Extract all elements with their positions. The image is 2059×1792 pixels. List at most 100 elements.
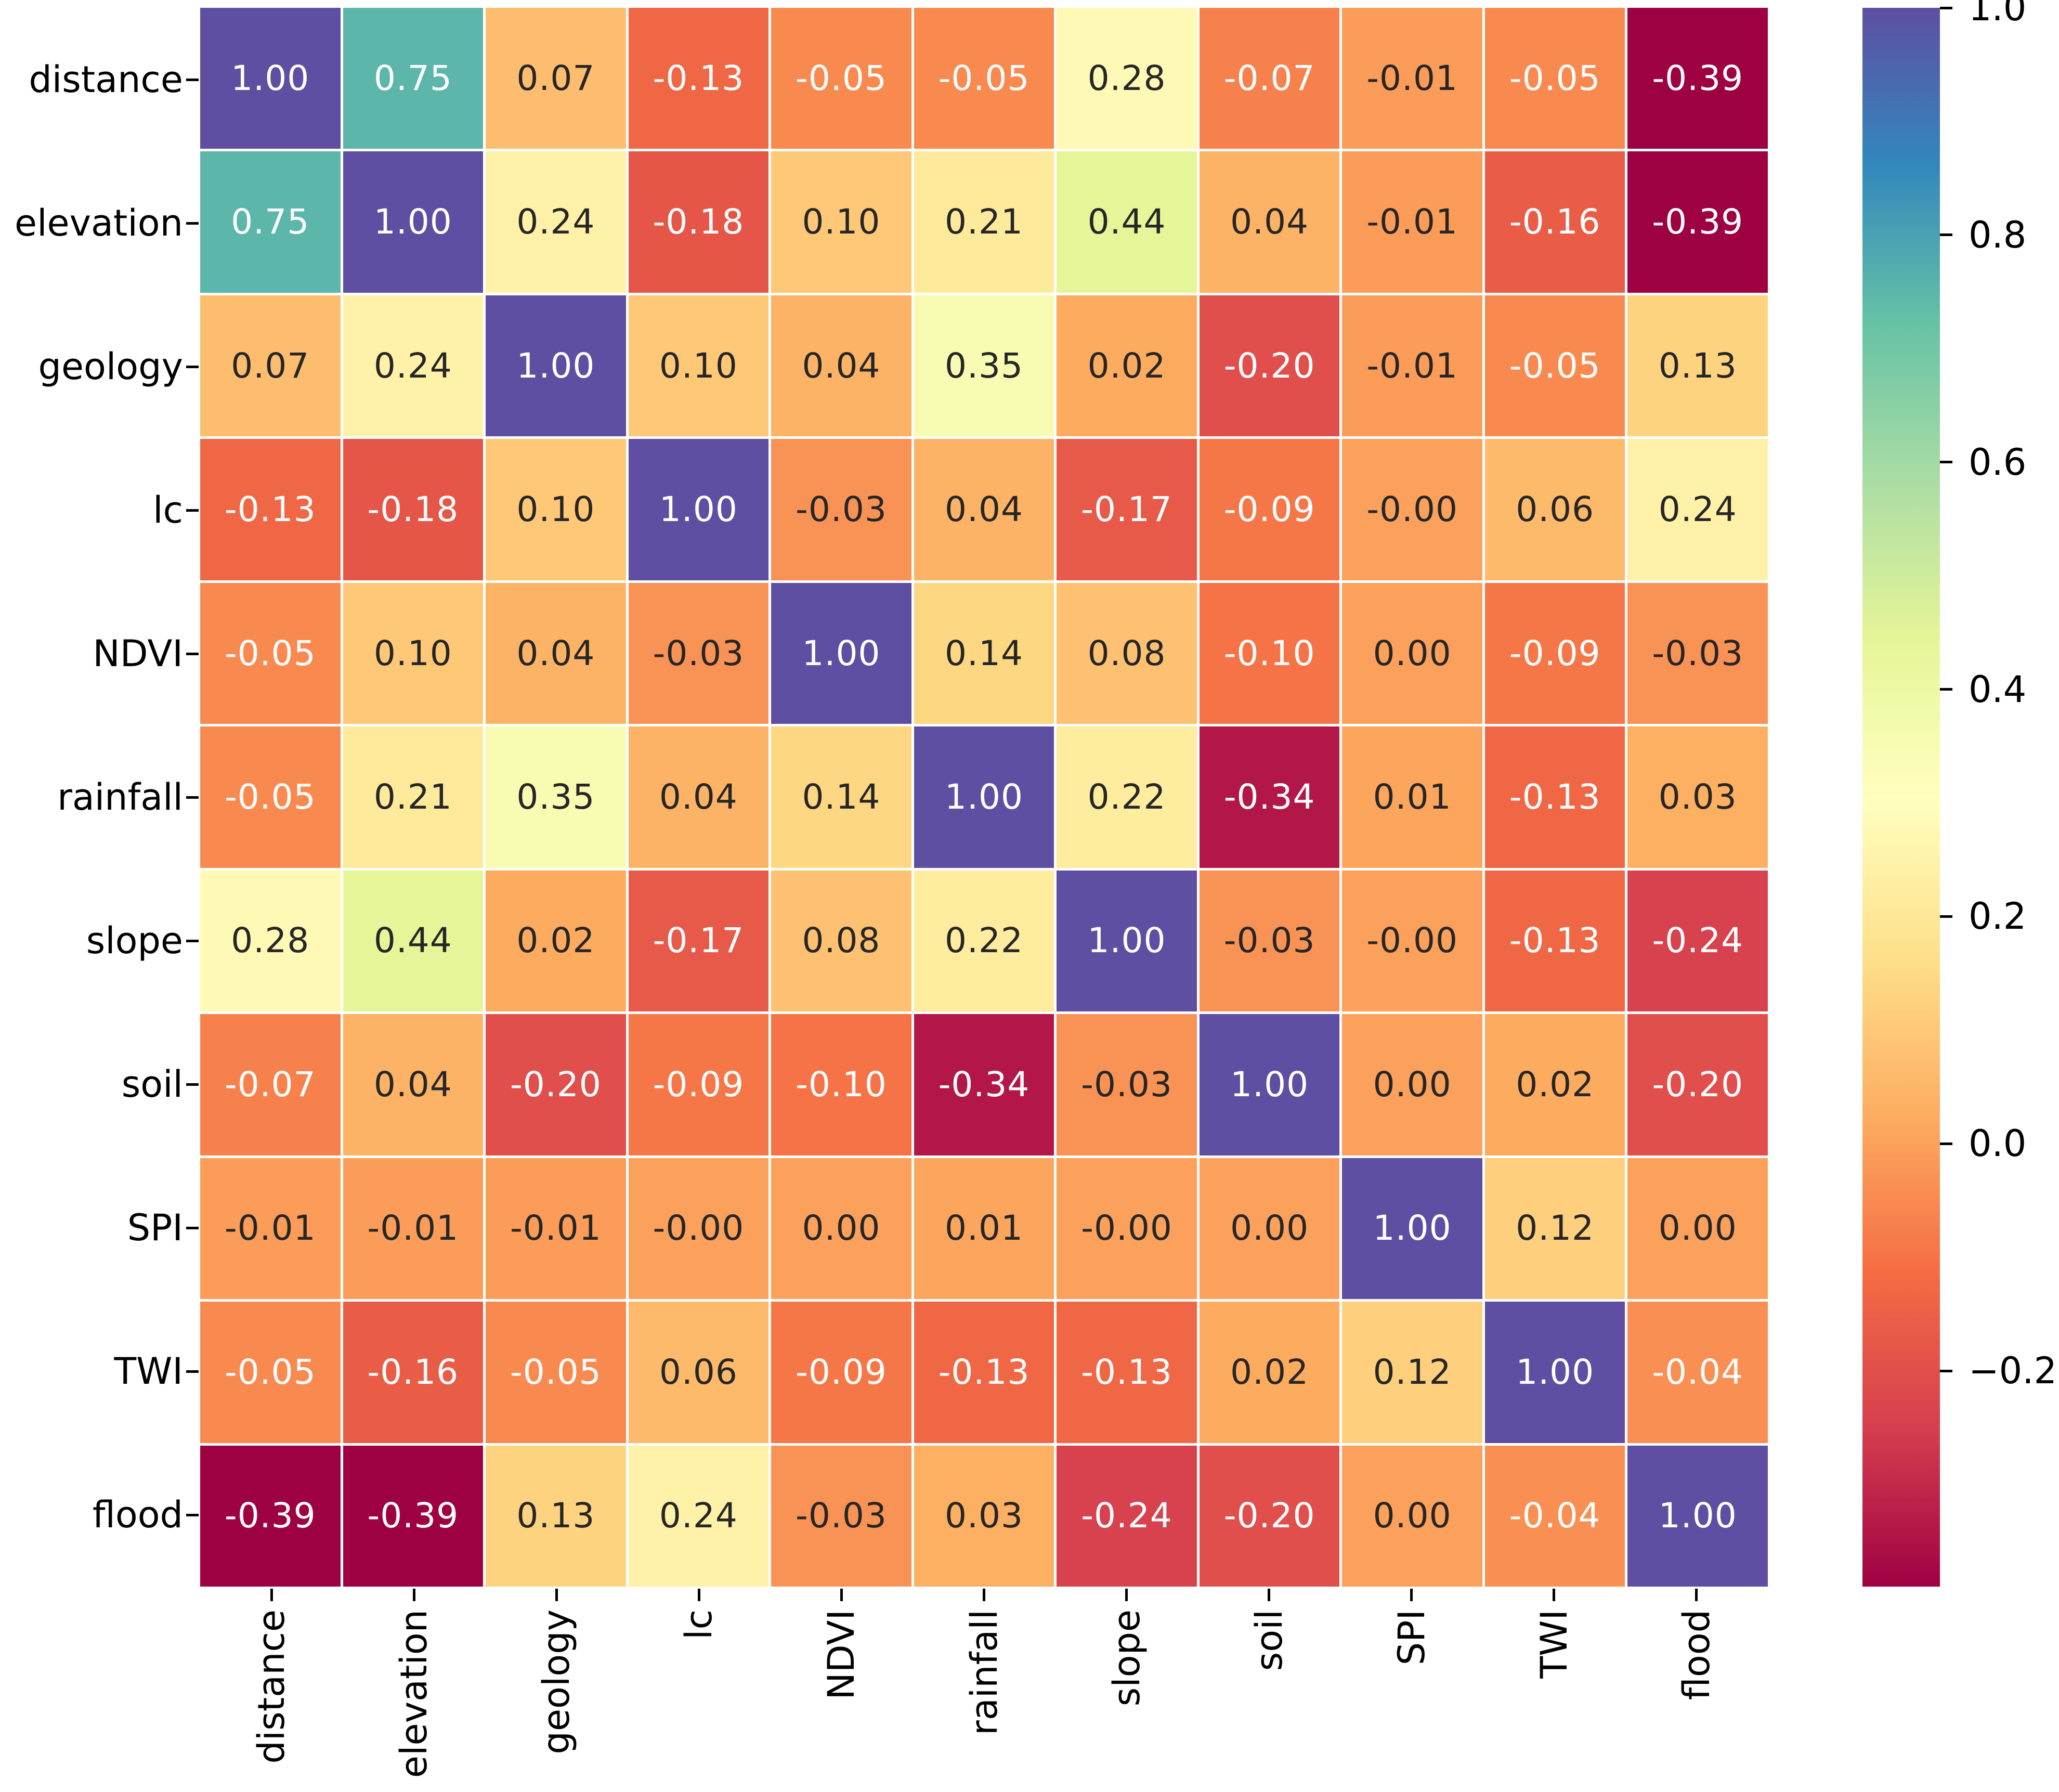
heatmap-cell: -0.05: [486, 1302, 626, 1443]
heatmap-cell: -0.20: [1627, 1014, 1768, 1155]
heatmap-cell: -0.07: [200, 1014, 341, 1155]
heatmap-cell: 0.75: [343, 8, 484, 149]
heatmap-cell: 0.00: [1199, 1158, 1340, 1300]
y-tick-mark: [186, 222, 199, 225]
colorbar-tick-mark: [1940, 461, 1952, 464]
heatmap-cell: -0.05: [771, 8, 911, 149]
heatmap-cell: -0.00: [628, 1158, 769, 1300]
x-tick-label: soil: [1247, 1609, 1291, 1671]
heatmap-cell: -0.03: [1199, 870, 1340, 1012]
y-tick-label: slope: [86, 919, 183, 962]
heatmap-cell: 1.00: [1199, 1014, 1340, 1155]
heatmap-cell: -0.05: [200, 726, 341, 868]
heatmap-cell: -0.03: [771, 1445, 911, 1587]
heatmap-cell: -0.39: [1627, 8, 1768, 149]
heatmap-cell: -0.03: [1057, 1014, 1197, 1155]
y-tick-mark: [186, 939, 199, 942]
heatmap-cell: 0.24: [343, 295, 484, 437]
heatmap-cell: -0.39: [1627, 151, 1768, 293]
y-tick-label: SPI: [127, 1206, 183, 1249]
heatmap-cell: -0.01: [200, 1158, 341, 1300]
x-tick-mark: [412, 1589, 415, 1601]
y-tick-label: flood: [92, 1494, 183, 1536]
heatmap-cell: 0.24: [1627, 439, 1768, 580]
colorbar-tick-label: 1.0: [1969, 0, 2027, 29]
heatmap-cell: 0.75: [200, 151, 341, 293]
heatmap-cell: -0.17: [628, 870, 769, 1012]
heatmap-cell: 1.00: [343, 151, 484, 293]
heatmap-cell: -0.34: [1199, 726, 1340, 868]
heatmap-cell: -0.05: [1484, 295, 1625, 437]
x-tick-label: SPI: [1390, 1609, 1433, 1666]
y-tick-mark: [186, 1226, 199, 1229]
x-tick-mark: [1695, 1589, 1698, 1601]
heatmap-cell: -0.00: [1342, 870, 1482, 1012]
colorbar: [1862, 8, 1940, 1587]
x-tick-label: geology: [535, 1609, 578, 1755]
heatmap-cell: -0.13: [628, 8, 769, 149]
heatmap-cell: 1.00: [628, 439, 769, 580]
y-tick-mark: [186, 1513, 199, 1516]
heatmap-cell: 0.28: [1057, 8, 1197, 149]
heatmap-cell: 0.12: [1484, 1158, 1625, 1300]
y-tick-label: soil: [121, 1063, 183, 1106]
heatmap-cell: 0.04: [914, 439, 1054, 580]
heatmap-cell: -0.16: [1484, 151, 1625, 293]
x-tick-mark: [555, 1589, 558, 1601]
heatmap-cell: 0.44: [343, 870, 484, 1012]
heatmap-cell: -0.04: [1627, 1302, 1768, 1443]
heatmap-cell: 0.01: [1342, 726, 1482, 868]
colorbar-tick-mark: [1940, 1369, 1952, 1372]
x-tick-mark: [270, 1589, 273, 1601]
y-tick-label: NDVI: [93, 632, 183, 675]
y-tick-mark: [186, 78, 199, 81]
heatmap-cell: 0.04: [486, 582, 626, 724]
heatmap-cell: 1.00: [1627, 1445, 1768, 1587]
heatmap-cell: 0.00: [1342, 1014, 1482, 1155]
heatmap-cell: 0.35: [914, 295, 1054, 437]
heatmap-cell: 0.01: [914, 1158, 1054, 1300]
heatmap-cell: 0.04: [343, 1014, 484, 1155]
heatmap-cell: 0.08: [771, 870, 911, 1012]
heatmap-cell: -0.13: [200, 439, 341, 580]
x-tick-mark: [1125, 1589, 1128, 1601]
heatmap-cell: 0.21: [343, 726, 484, 868]
heatmap-cell: -0.01: [486, 1158, 626, 1300]
heatmap-cell: -0.09: [628, 1014, 769, 1155]
heatmap-cell: 1.00: [771, 582, 911, 724]
x-tick-label: rainfall: [962, 1609, 1006, 1735]
y-tick-mark: [186, 1370, 199, 1373]
heatmap-cell: -0.09: [771, 1302, 911, 1443]
heatmap-cell: -0.01: [1342, 295, 1482, 437]
heatmap-cell: 0.02: [1484, 1014, 1625, 1155]
heatmap-cell: -0.05: [914, 8, 1054, 149]
heatmap-cell: -0.39: [200, 1445, 341, 1587]
heatmap-cell: -0.03: [771, 439, 911, 580]
x-tick-mark: [983, 1589, 985, 1601]
colorbar-tick-label: 0.4: [1969, 668, 2027, 711]
x-tick-mark: [697, 1589, 700, 1601]
heatmap-cell: 0.24: [628, 1445, 769, 1587]
heatmap-cell: 0.35: [486, 726, 626, 868]
heatmap-cell: 0.04: [1199, 151, 1340, 293]
colorbar-tick-mark: [1940, 1142, 1952, 1145]
heatmap-cell: -0.07: [1199, 8, 1340, 149]
heatmap-cell: -0.20: [1199, 295, 1340, 437]
colorbar-tick-label: −0.2: [1969, 1349, 2057, 1392]
y-tick-label: elevation: [15, 202, 183, 244]
heatmap-cell: -0.20: [1199, 1445, 1340, 1587]
heatmap-cell: -0.20: [486, 1014, 626, 1155]
heatmap-cell: 0.44: [1057, 151, 1197, 293]
heatmap-cell: 0.12: [1342, 1302, 1482, 1443]
heatmap-cell: -0.09: [1484, 582, 1625, 724]
heatmap-cell: -0.18: [343, 439, 484, 580]
x-tick-label: flood: [1675, 1609, 1718, 1700]
colorbar-tick-label: 0.2: [1969, 895, 2027, 938]
heatmap-cell: 0.14: [914, 582, 1054, 724]
heatmap-cell: -0.18: [628, 151, 769, 293]
heatmap-cell: 1.00: [1484, 1302, 1625, 1443]
x-tick-label: lc: [677, 1609, 721, 1640]
colorbar-tick-mark: [1940, 233, 1952, 237]
heatmap-cell: -0.24: [1057, 1445, 1197, 1587]
heatmap-cell: -0.03: [1627, 582, 1768, 724]
